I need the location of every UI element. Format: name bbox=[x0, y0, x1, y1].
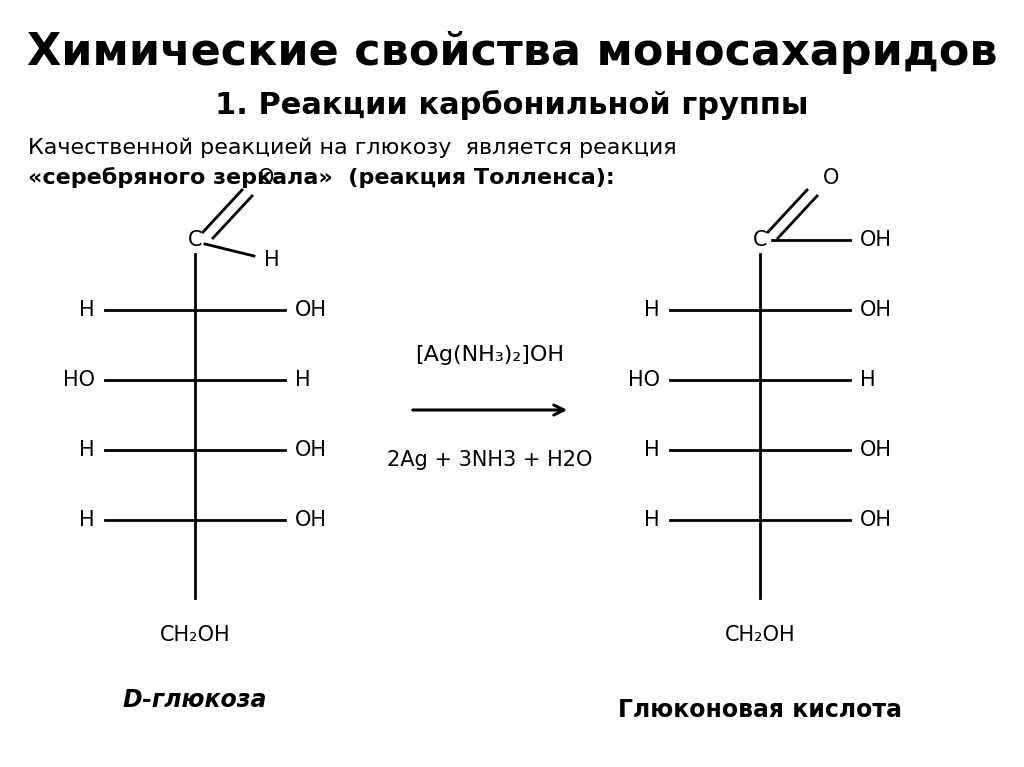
Text: OH: OH bbox=[860, 440, 892, 460]
Text: OH: OH bbox=[295, 440, 327, 460]
Text: [Ag(NH₃)₂]OH: [Ag(NH₃)₂]OH bbox=[416, 345, 564, 365]
Text: OH: OH bbox=[295, 300, 327, 320]
Text: 1. Реакции карбонильной группы: 1. Реакции карбонильной группы bbox=[215, 90, 809, 120]
Text: O: O bbox=[258, 168, 274, 188]
Text: H: H bbox=[860, 370, 876, 390]
Text: D-глюкоза: D-глюкоза bbox=[123, 688, 267, 712]
Text: H: H bbox=[644, 300, 660, 320]
Text: 2Ag + 3NH3 + H2O: 2Ag + 3NH3 + H2O bbox=[387, 450, 593, 470]
Text: CH₂OH: CH₂OH bbox=[725, 625, 796, 645]
Text: Глюконовая кислота: Глюконовая кислота bbox=[618, 698, 902, 722]
Text: O: O bbox=[823, 168, 840, 188]
Text: H: H bbox=[80, 300, 95, 320]
Text: Качественной реакцией на глюкозу  является реакция: Качественной реакцией на глюкозу являетс… bbox=[28, 138, 677, 158]
Text: OH: OH bbox=[860, 300, 892, 320]
Text: Химические свойства моносахаридов: Химические свойства моносахаридов bbox=[27, 31, 997, 74]
Text: H: H bbox=[295, 370, 310, 390]
Text: OH: OH bbox=[860, 510, 892, 530]
Text: CH₂OH: CH₂OH bbox=[160, 625, 230, 645]
Text: HO: HO bbox=[628, 370, 660, 390]
Text: H: H bbox=[644, 440, 660, 460]
Text: C: C bbox=[753, 230, 767, 250]
Text: «серебряного зеркала»  (реакция Толленса):: «серебряного зеркала» (реакция Толленса)… bbox=[28, 167, 614, 189]
Text: C: C bbox=[187, 230, 203, 250]
Text: H: H bbox=[264, 250, 280, 270]
Text: OH: OH bbox=[295, 510, 327, 530]
Text: H: H bbox=[644, 510, 660, 530]
Text: H: H bbox=[80, 440, 95, 460]
Text: OH: OH bbox=[860, 230, 892, 250]
Text: HO: HO bbox=[63, 370, 95, 390]
Text: H: H bbox=[80, 510, 95, 530]
